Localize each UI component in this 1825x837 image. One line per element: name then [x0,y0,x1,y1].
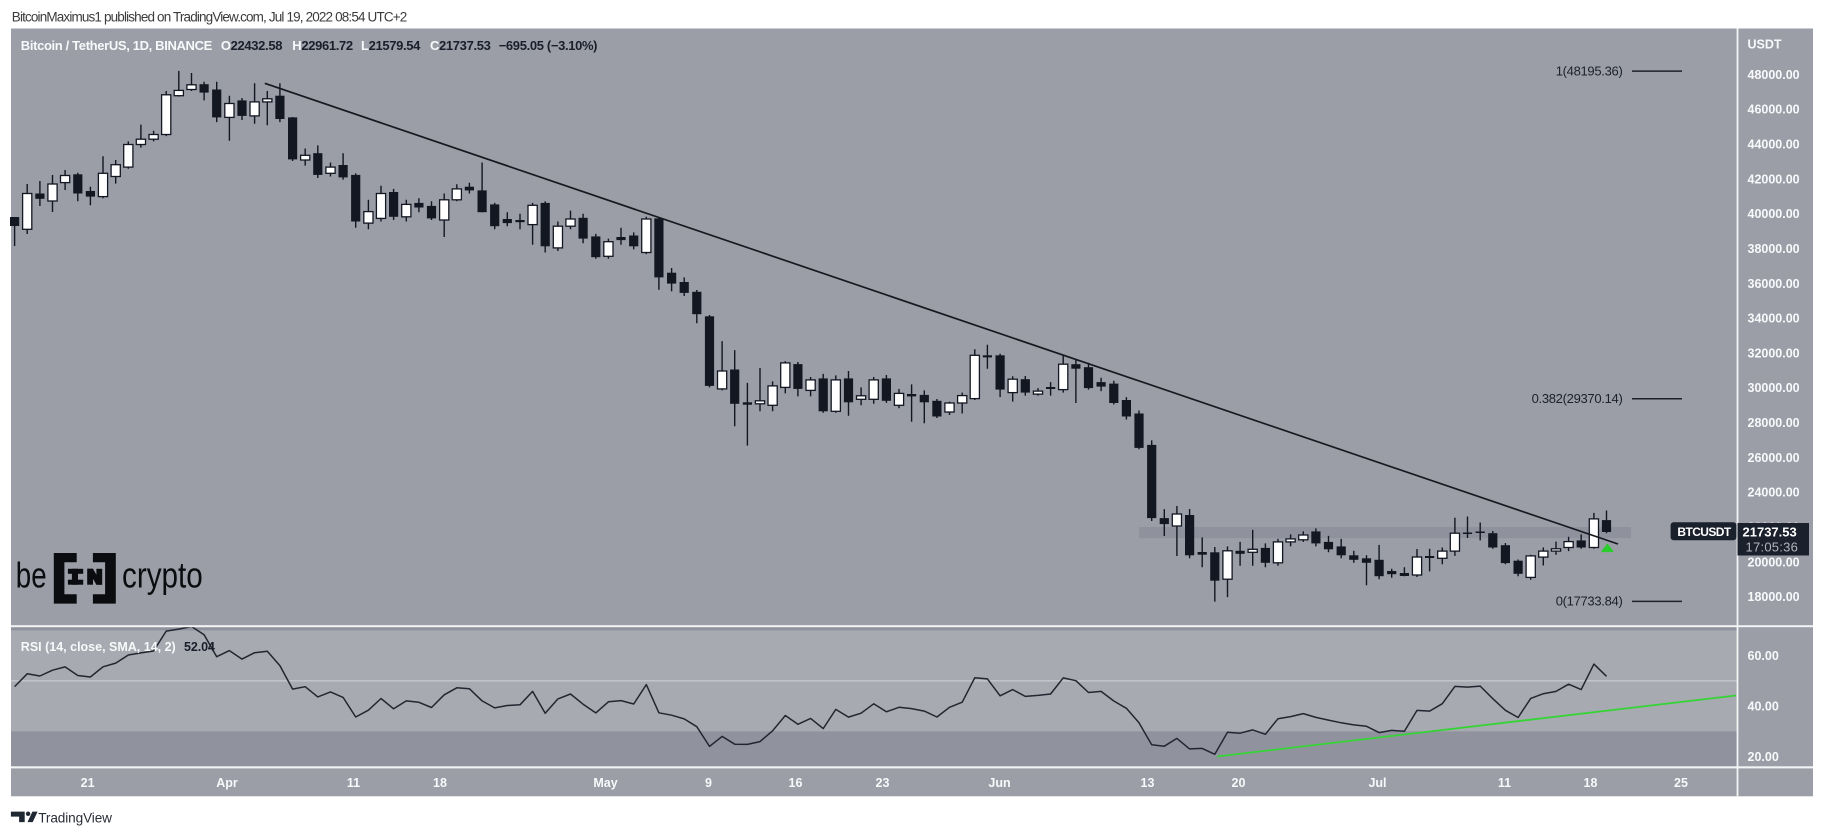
svg-text:O22432.58: O22432.58 [221,38,282,53]
svg-text:C21737.53: C21737.53 [430,38,491,53]
svg-text:18: 18 [1584,776,1598,790]
svg-text:11: 11 [347,776,360,790]
svg-text:21737.53: 21737.53 [1743,525,1797,540]
svg-text:Apr: Apr [216,776,238,790]
svg-text:24000.00: 24000.00 [1748,486,1800,500]
svg-text:21: 21 [81,776,95,790]
svg-text:L21579.54: L21579.54 [361,38,421,53]
svg-text:0(17733.84): 0(17733.84) [1556,594,1623,609]
svg-text:20: 20 [1232,776,1246,790]
svg-text:Jul: Jul [1368,776,1386,790]
svg-text:13: 13 [1141,776,1155,790]
svg-text:9: 9 [705,776,712,790]
svg-text:Bitcoin / TetherUS, 1D, BINANC: Bitcoin / TetherUS, 1D, BINANCE [21,38,213,53]
svg-text:52.04: 52.04 [184,640,215,654]
svg-text:42000.00: 42000.00 [1748,172,1800,186]
svg-text:1(48195.36): 1(48195.36) [1556,63,1623,78]
svg-text:BTCUSDT: BTCUSDT [1677,525,1731,539]
svg-text:48000.00: 48000.00 [1748,68,1800,82]
svg-text:40.00: 40.00 [1748,700,1779,714]
svg-text:Jun: Jun [988,776,1010,790]
svg-text:18: 18 [433,776,447,790]
svg-text:26000.00: 26000.00 [1748,451,1800,465]
svg-text:USDT: USDT [1748,38,1782,52]
svg-text:38000.00: 38000.00 [1748,242,1800,256]
svg-text:RSI (14, close, SMA, 14, 2): RSI (14, close, SMA, 14, 2) [21,640,176,654]
svg-text:28000.00: 28000.00 [1748,416,1800,430]
svg-text:23: 23 [876,776,890,790]
svg-text:May: May [593,776,617,790]
svg-text:11: 11 [1498,776,1511,790]
svg-text:TradingView: TradingView [38,810,112,825]
svg-text:32000.00: 32000.00 [1748,346,1800,360]
svg-text:crypto: crypto [122,555,203,596]
svg-text:be: be [16,555,47,596]
svg-text:−695.05 (−3.10%): −695.05 (−3.10%) [499,38,597,53]
svg-text:20000.00: 20000.00 [1748,555,1800,569]
svg-text:46000.00: 46000.00 [1748,103,1800,117]
svg-text:25: 25 [1674,776,1688,790]
svg-text:16: 16 [789,776,803,790]
svg-text:36000.00: 36000.00 [1748,277,1800,291]
svg-text:BitcoinMaximus1 published on T: BitcoinMaximus1 published on TradingView… [12,10,407,25]
svg-text:60.00: 60.00 [1748,649,1779,663]
svg-text:H22961.72: H22961.72 [292,38,353,53]
svg-text:17:05:36: 17:05:36 [1746,540,1799,555]
svg-text:20.00: 20.00 [1748,750,1779,764]
svg-text:30000.00: 30000.00 [1748,381,1800,395]
svg-text:44000.00: 44000.00 [1748,138,1800,152]
svg-text:34000.00: 34000.00 [1748,312,1800,326]
svg-text:40000.00: 40000.00 [1748,207,1800,221]
svg-text:18000.00: 18000.00 [1748,590,1800,604]
svg-text:0.382(29370.14): 0.382(29370.14) [1532,391,1623,406]
